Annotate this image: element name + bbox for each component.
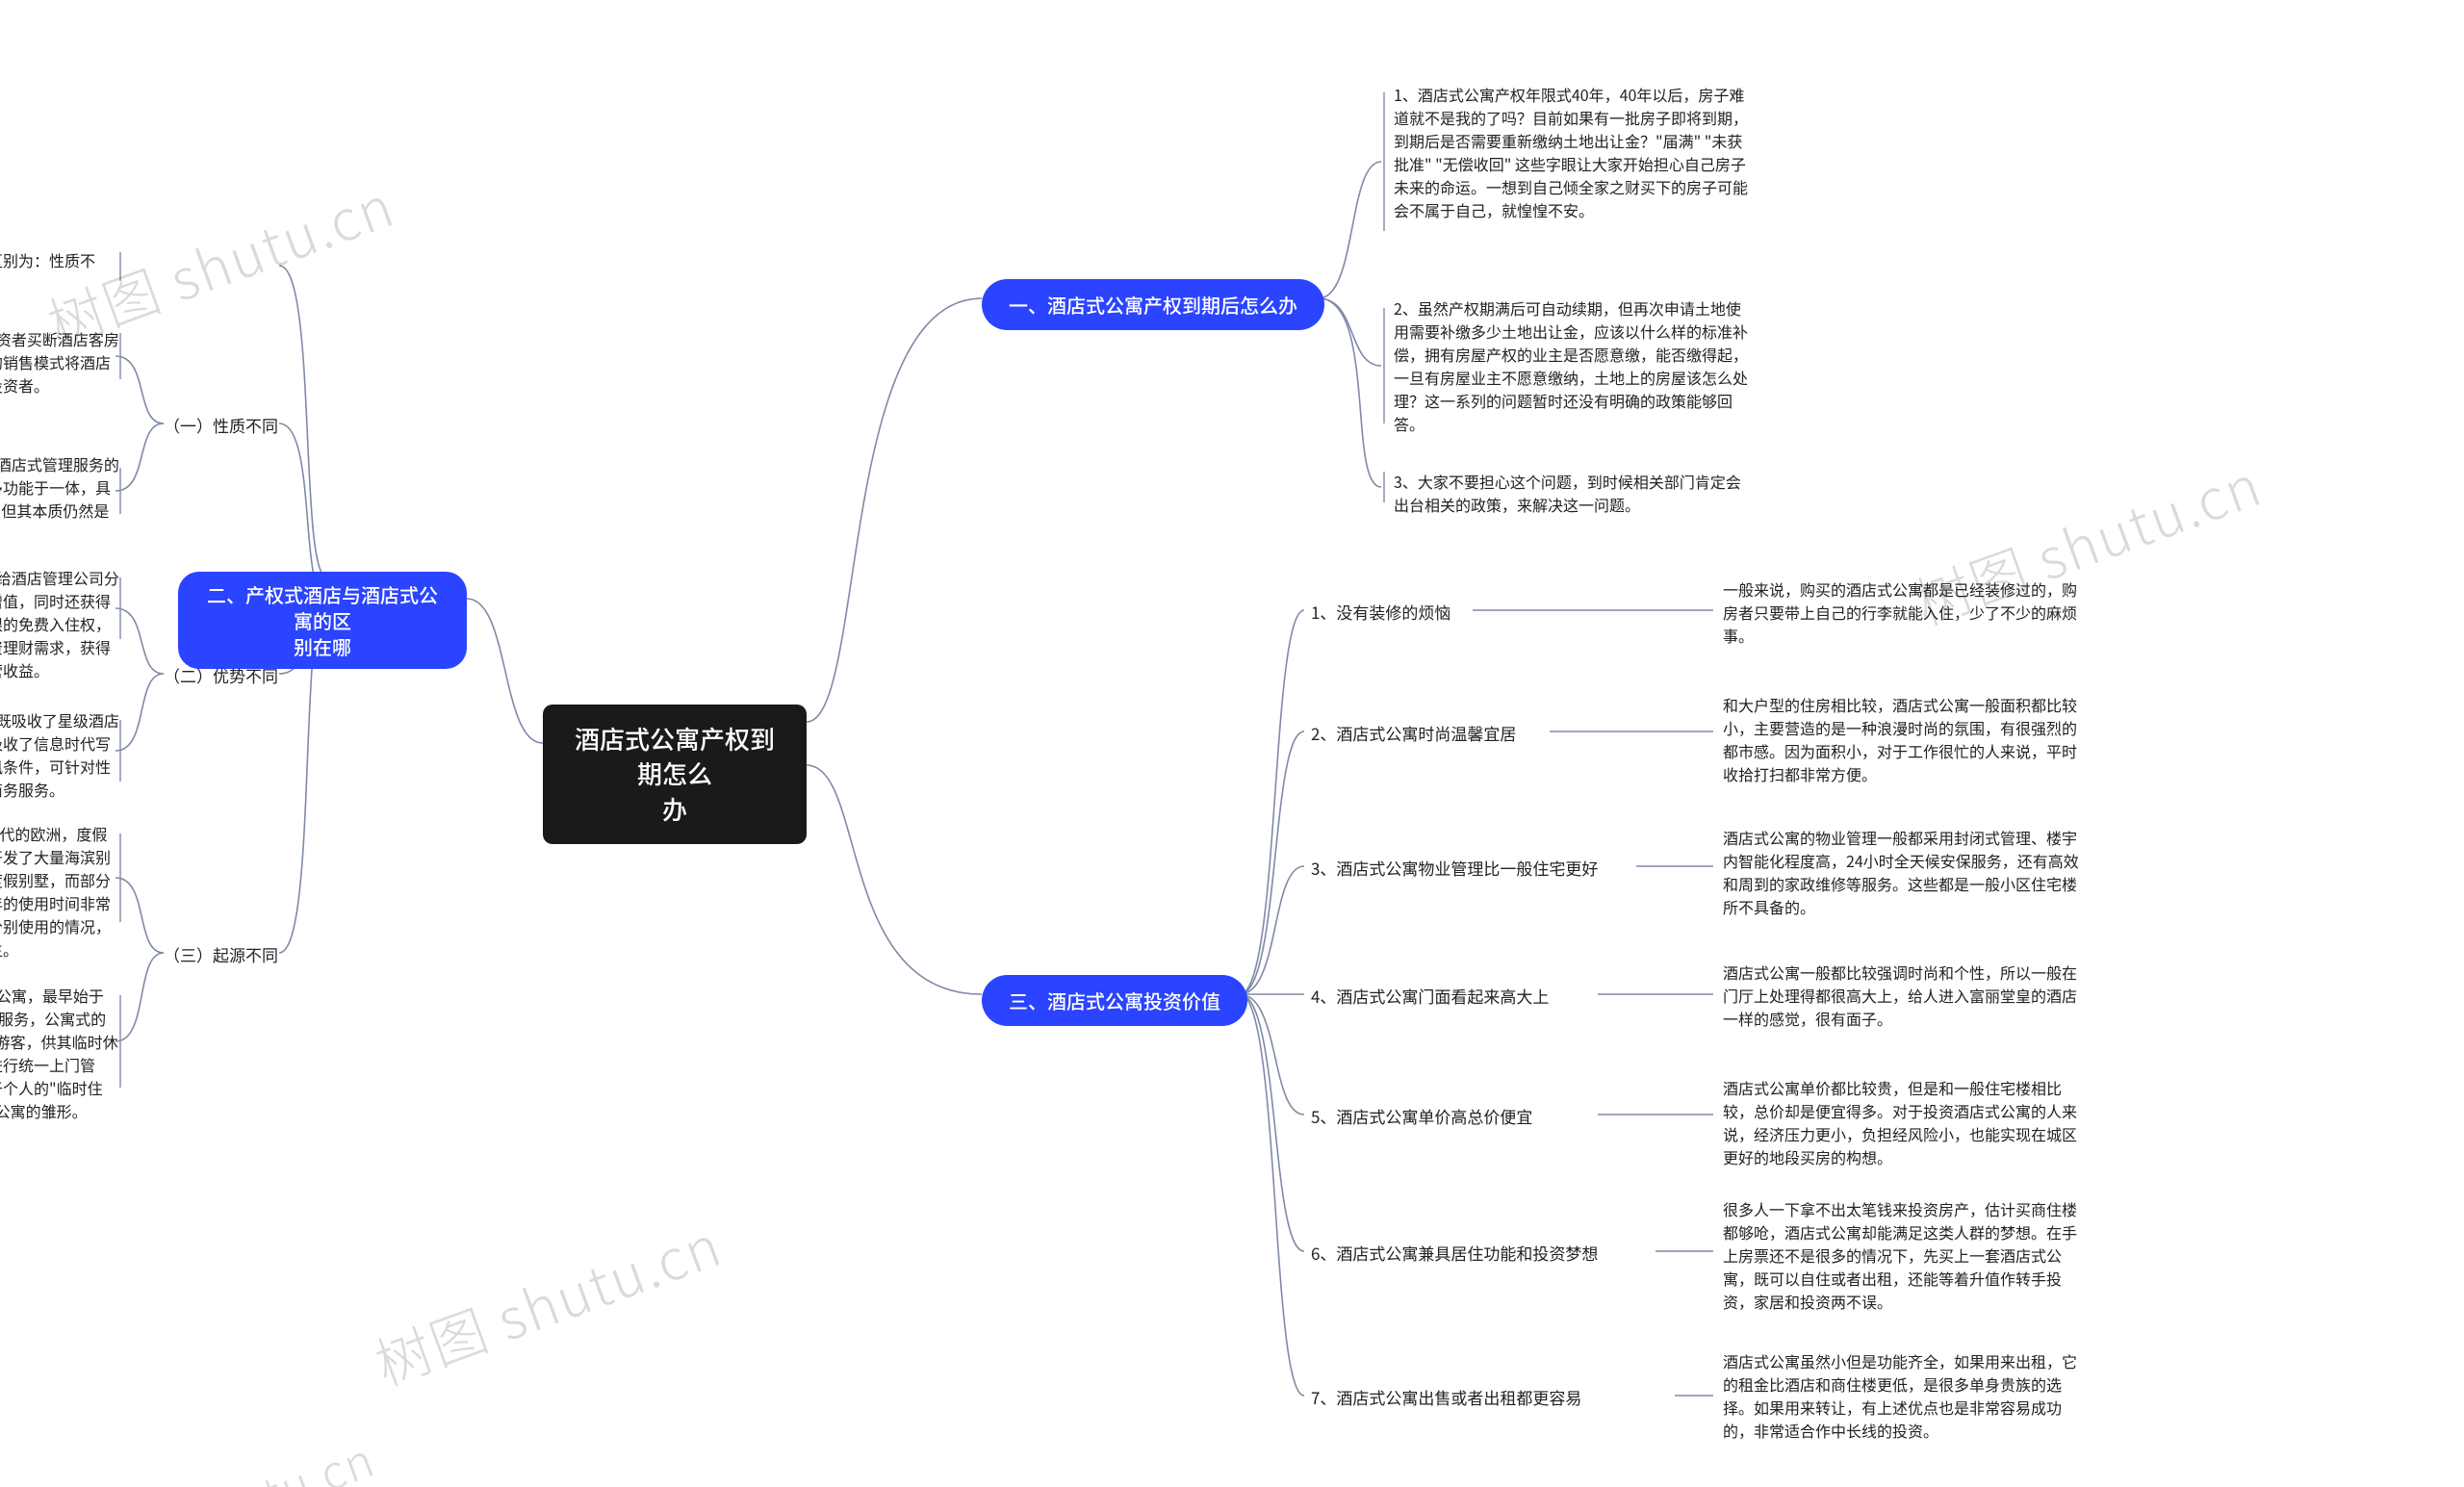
b2-s3-label[interactable]: （三）起源不同	[164, 941, 278, 968]
b2-s3-leaf1: 1、产权式酒店：20世纪60年代的欧洲，度假风气兴盛，法国地中海沿岸开发了大量海…	[0, 822, 120, 961]
root-line2: 办	[662, 791, 687, 827]
b2-s2-label[interactable]: （二）优势不同	[164, 662, 278, 689]
b3-leaf-3: 酒店式公寓的物业管理一般都采用封闭式管理、楼宇内智能化程度高，24小时全天候安保…	[1723, 826, 2079, 918]
root-node[interactable]: 酒店式公寓产权到期怎么 办	[543, 705, 807, 844]
branch-3[interactable]: 三、酒店式公寓投资价值	[982, 975, 1247, 1026]
branch-1[interactable]: 一、酒店式公寓产权到期后怎么办	[982, 279, 1324, 330]
branch2-l1: 二、产权式酒店与酒店式公寓的区	[207, 580, 438, 634]
b3-sub-7[interactable]: 7、酒店式公寓出售或者出租都更容易	[1311, 1384, 1581, 1411]
b2-intro: 产权式酒店与酒店式公寓的区别为：性质不同、优势不同、起源不同。	[0, 248, 120, 295]
b2-s1-leaf2: 2、酒店式公寓：是一种提供酒店式管理服务的公寓，集住宅、酒店、会所多功能于一体，…	[0, 452, 120, 545]
branch-2[interactable]: 二、产权式酒店与酒店式公寓的区 别在哪	[178, 572, 467, 669]
b3-leaf-2: 和大户型的住房相比较，酒店式公寓一般面积都比较小，主要营造的是一种浪漫时尚的氛围…	[1723, 693, 2079, 785]
branch1-leaf2: 2、虽然产权期满后可自动续期，但再次申请土地使用需要补缴多少土地出让金，应该以什…	[1394, 296, 1750, 435]
connectors	[0, 0, 2464, 1487]
b3-sub-5[interactable]: 5、酒店式公寓单价高总价便宜	[1311, 1103, 1532, 1130]
b2-s3-leaf2: 2、酒店式公寓：酒店式服务公寓，最早始于1994年欧洲，意为"酒店式的服务，公寓…	[0, 984, 120, 1122]
branch1-leaf1: 1、酒店式公寓产权年限式40年，40年以后，房子难道就不是我的了吗？目前如果有一…	[1394, 83, 1750, 221]
root-line1: 酒店式公寓产权到期怎么	[575, 721, 775, 791]
b3-sub-4[interactable]: 4、酒店式公寓门面看起来高大上	[1311, 983, 1549, 1010]
b2-s2-leaf2: 2、酒店式公寓：酒店式公寓既吸收了星级酒店的服务功能和管理模式，又吸收了信息时代…	[0, 708, 120, 801]
branch1-leaf3: 3、大家不要担心这个问题，到时候相关部门肯定会出台相关的政策，来解决这一问题。	[1394, 470, 1750, 516]
b3-sub-2[interactable]: 2、酒店式公寓时尚温馨宜居	[1311, 720, 1516, 747]
b3-sub-1[interactable]: 1、没有装修的烦恼	[1311, 599, 1450, 626]
b3-leaf-7: 酒店式公寓虽然小但是功能齐全，如果用来出租，它的租金比酒店和商住楼更低，是很多单…	[1723, 1349, 2079, 1442]
b3-leaf-5: 酒店式公寓单价都比较贵，但是和一般住宅楼相比较，总价却是便宜得多。对于投资酒店式…	[1723, 1076, 2079, 1168]
watermark: 树图 shutu.cn	[363, 1201, 732, 1401]
b3-leaf-6: 很多人一下拿不出太笔钱来投资房产，估计买商住楼都够呛，酒店式公寓却能满足这类人群…	[1723, 1197, 2079, 1313]
b2-s2-leaf1: 1、产权式酒店：将客房委托给酒店管理公司分取投资回报及获取该物业的增值，同时还获…	[0, 566, 120, 681]
b3-leaf-4: 酒店式公寓一般都比较强调时尚和个性，所以一般在门厅上处理得都很高大上，给人进入富…	[1723, 961, 2079, 1030]
b3-sub-6[interactable]: 6、酒店式公寓兼具居住功能和投资梦想	[1311, 1240, 1598, 1267]
watermark: 树图 shutu.cn	[75, 1423, 384, 1487]
b3-leaf-1: 一般来说，购买的酒店式公寓都是已经装修过的，购房者只要带上自己的行李就能入住，少…	[1723, 577, 2079, 647]
b2-s1-label[interactable]: （一）性质不同	[164, 412, 278, 439]
b2-s1-leaf1: 1、产权式酒店：是由个人投资者买断酒店客房的产权，即开发商以房地产的销售模式将酒…	[0, 327, 120, 397]
branch2-l2: 别在哪	[294, 632, 351, 660]
b3-sub-3[interactable]: 3、酒店式公寓物业管理比一般住宅更好	[1311, 855, 1598, 882]
